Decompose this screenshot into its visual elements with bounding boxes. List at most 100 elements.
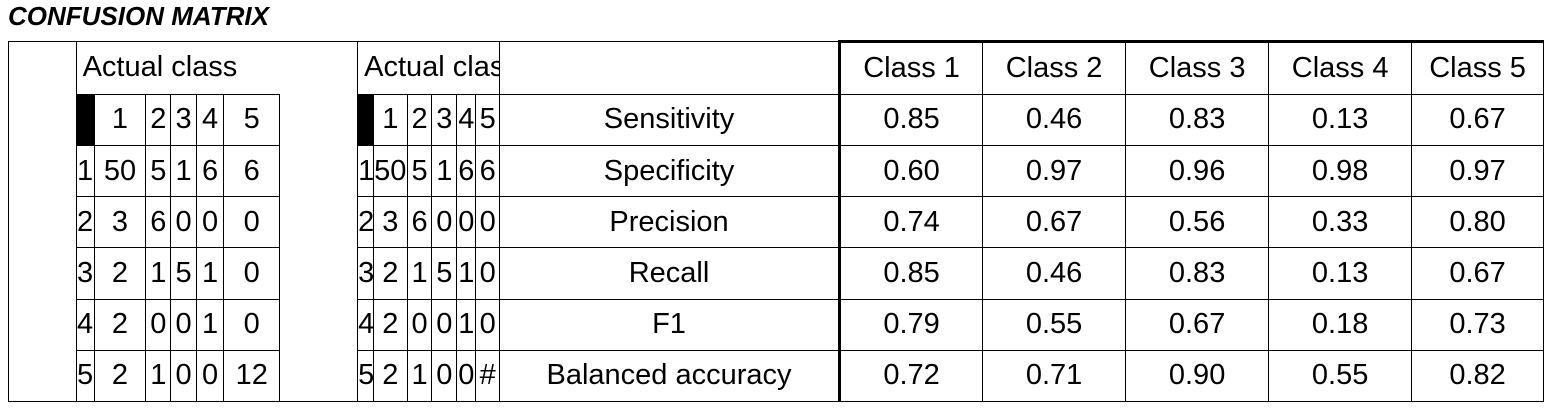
matrix-cell: 0: [406, 298, 433, 351]
matrix-row-index: 2: [357, 196, 374, 249]
matrix-cell: 2: [372, 247, 408, 300]
metric-value: 0.13: [1268, 247, 1413, 300]
confusion-matrix-body: Actual class Actual class Class 1 Class …: [8, 40, 1544, 403]
matrix-cell: 2: [372, 298, 408, 351]
matrix-cell: 1: [170, 145, 198, 198]
matrix-cell: 5: [406, 145, 433, 198]
matrix-cell: 1: [196, 247, 225, 300]
metric-name: Specificity: [498, 145, 841, 198]
matrix-row: 1 50 5 1 6 6 1 50 5 1 6 6 Specificity 0.60 0.97 0.96 0.9…: [9, 145, 1544, 198]
matrix-column-index: 2: [406, 93, 433, 147]
metric-value: 0.82: [1411, 349, 1544, 403]
matrix-cell: 5: [170, 247, 198, 300]
matrix-column-index: 4: [196, 93, 225, 147]
matrix-cell: 0: [196, 349, 225, 403]
metrics-corner-cell: [498, 41, 841, 95]
matrix-column-index: 3: [431, 93, 458, 147]
matrix-cell: 1: [406, 247, 433, 300]
matrix-cell: 0: [170, 196, 198, 249]
metric-value: 0.97: [982, 145, 1127, 198]
matrix-cell: 1: [196, 298, 225, 351]
matrix-cell: 2: [93, 349, 147, 403]
matrix-cell: 50: [93, 145, 147, 198]
metric-value: 0.33: [1268, 196, 1413, 249]
matrix-cell: 1: [431, 145, 458, 198]
header-row: Actual class Actual class Class 1 Class …: [8, 40, 1544, 95]
matrix-cell: 6: [456, 145, 477, 198]
matrix-row-index: 3: [75, 247, 95, 300]
matrix-cell: 0: [475, 298, 500, 351]
matrix-cell: 0: [475, 196, 500, 249]
matrix-corner-black: [75, 93, 95, 147]
metric-value: 0.85: [838, 247, 984, 300]
metric-value: 0.98: [1268, 145, 1413, 198]
actual-class-header-left: Actual class: [75, 41, 280, 95]
matrix-cell: 6: [475, 145, 500, 198]
matrix-cell: 0: [456, 196, 477, 249]
matrix-cell: 6: [406, 196, 433, 249]
metric-value: 0.83: [1125, 247, 1270, 300]
matrix-cell: 5: [145, 145, 172, 198]
metric-value: 0.85: [838, 93, 984, 147]
matrix-cell: 1: [456, 247, 477, 300]
matrix-cell: 3: [93, 196, 147, 249]
matrix-cell: 6: [196, 145, 225, 198]
matrix-cell: #: [475, 349, 500, 403]
metric-value: 0.90: [1125, 349, 1270, 403]
metric-value: 0.80: [1411, 196, 1544, 249]
matrix-column-index: 3: [170, 93, 198, 147]
matrix-cell: 0: [456, 349, 477, 403]
metric-name: Sensitivity: [498, 93, 841, 147]
matrix-corner-black: [357, 93, 374, 147]
matrix-cell: 6: [145, 196, 172, 249]
predicted-class-label-left: Predicted class: [8, 94, 77, 403]
metric-name: Balanced accuracy: [498, 349, 841, 403]
matrix-cell: 1: [145, 349, 172, 403]
metric-column-header: Class 1: [838, 40, 984, 95]
matrix-cell: 0: [431, 349, 458, 403]
metric-value: 0.83: [1125, 93, 1270, 147]
metric-value: 0.60: [838, 145, 984, 198]
metric-column-header: Class 5: [1411, 40, 1544, 95]
matrix-cell: 0: [475, 247, 500, 300]
matrix-cell: 0: [170, 298, 198, 351]
predicted-label-cell-right: [279, 41, 359, 95]
matrix-row-index: 2: [75, 196, 95, 249]
metric-value: 0.96: [1125, 145, 1270, 198]
metric-column-header: Class 2: [982, 40, 1127, 95]
matrix-cell: 0: [223, 196, 281, 249]
matrix-cell: 50: [372, 145, 408, 198]
matrix-cell: 3: [372, 196, 408, 249]
matrix-row-index: 4: [75, 298, 95, 351]
matrix-cell: 2: [372, 349, 408, 403]
metric-value: 0.55: [1268, 349, 1413, 403]
matrix-cell: 1: [406, 349, 433, 403]
matrix-row: 3 2 1 5 1 0 3 2 1 5 1 0 Recall 0.85 0.46 0.83 0.13 0.67: [9, 247, 1544, 300]
matrix-column-index: 5: [475, 93, 500, 147]
metric-value: 0.56: [1125, 196, 1270, 249]
metric-name: F1: [498, 298, 841, 351]
metric-value: 0.46: [982, 93, 1127, 147]
metric-value: 0.71: [982, 349, 1127, 403]
metric-name: Precision: [498, 196, 841, 249]
matrix-column-index: 1: [372, 93, 408, 147]
matrix-row-index: 1: [357, 145, 374, 198]
matrix-cell: 2: [93, 247, 147, 300]
matrix-cell: 0: [431, 196, 458, 249]
matrix-cell: 0: [145, 298, 172, 351]
matrix-cell: 0: [223, 298, 281, 351]
metric-value: 0.67: [1411, 247, 1544, 300]
matrix-cell: 0: [196, 196, 225, 249]
metric-column-header: Class 3: [1125, 40, 1270, 95]
matrix-row-index: 3: [357, 247, 374, 300]
matrix-cell: 0: [223, 247, 281, 300]
metric-value: 0.72: [838, 349, 984, 403]
metric-value: 0.55: [982, 298, 1127, 351]
metric-value: 0.67: [982, 196, 1127, 249]
metric-value: 0.79: [838, 298, 984, 351]
matrix-column-index: 1: [93, 93, 147, 147]
metric-value: 0.97: [1411, 145, 1544, 198]
metric-name: Recall: [498, 247, 841, 300]
matrix-row: 2 3 6 0 0 0 2 3 6 0 0 0 Precision 0.74 0.67 0.56 0.33 0.8…: [9, 196, 1544, 249]
matrix-cell: 12: [223, 349, 281, 403]
